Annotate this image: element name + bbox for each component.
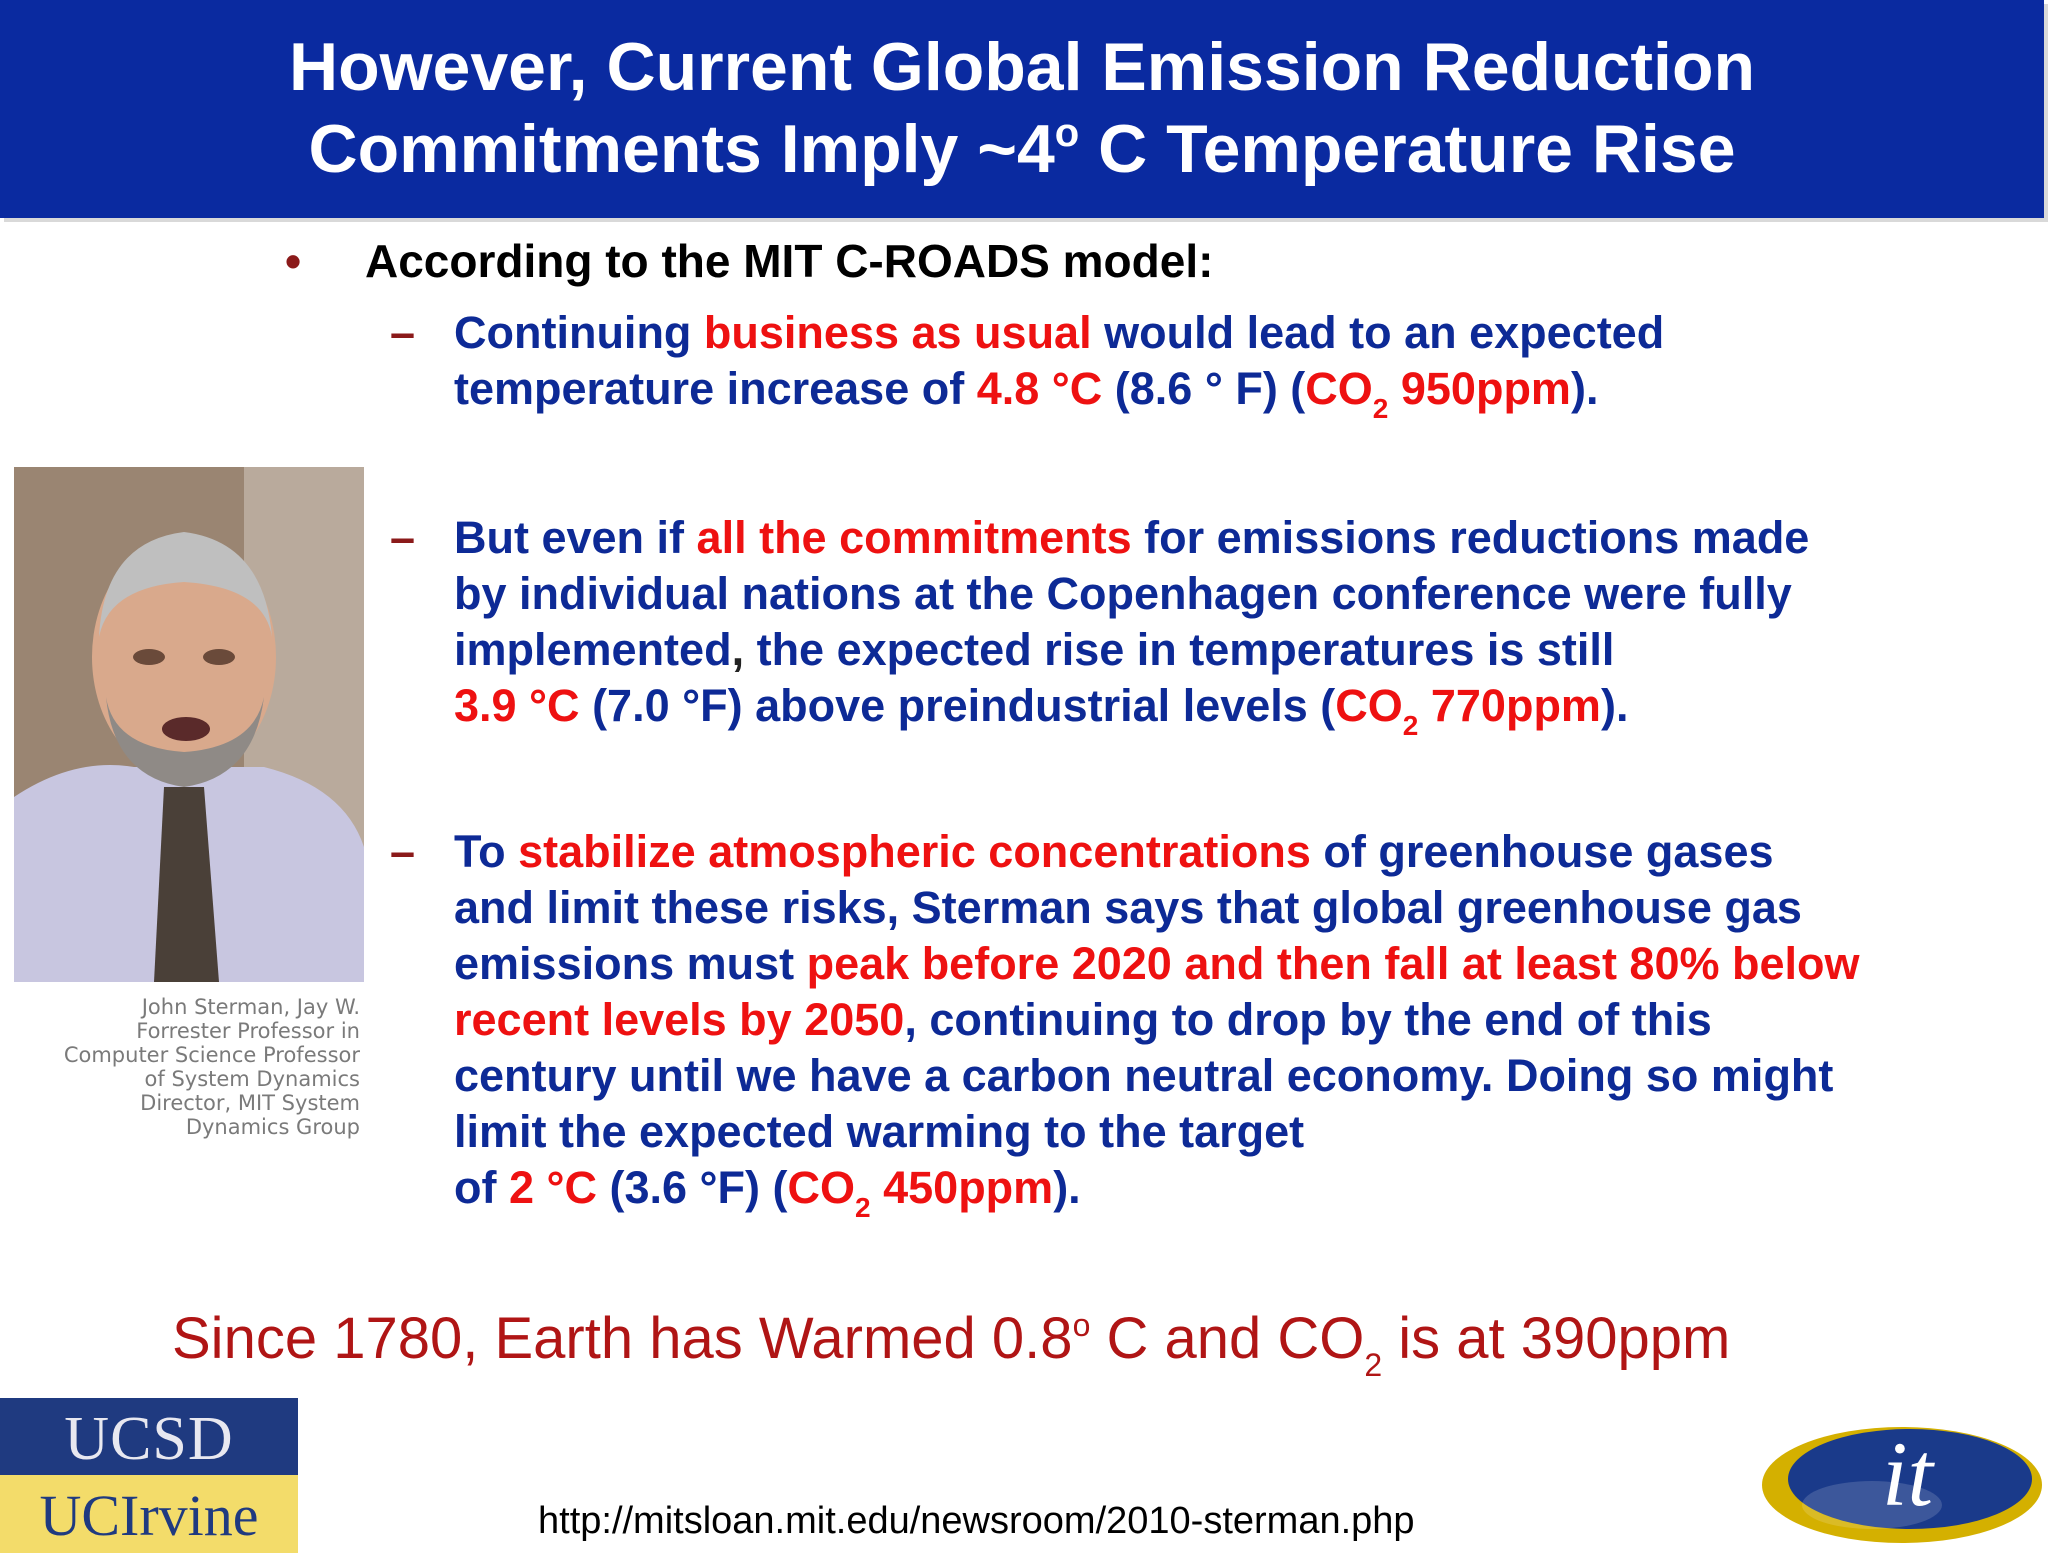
- text: is at 390ppm: [1382, 1306, 1731, 1371]
- text: , continuing to drop by the end of this: [904, 994, 1712, 1045]
- line: emissions must peak before 2020 and then…: [454, 936, 1860, 992]
- text: But even if: [454, 512, 697, 563]
- text: of greenhouse gases: [1310, 826, 1774, 877]
- sub-bullet-body: To stabilize atmospheric concentrations …: [454, 824, 1860, 1223]
- caption-line: Dynamics Group: [185, 1115, 360, 1139]
- text: temperature increase of: [454, 363, 977, 414]
- photo-caption: John Sterman, Jay W. Forrester Professor…: [14, 995, 360, 1139]
- highlight-text: stabilize atmospheric concentrations: [518, 826, 1311, 877]
- ucirvine-wordmark: UCIrvine: [39, 1483, 259, 1548]
- dash-marker: –: [390, 826, 416, 877]
- text: implemented: [454, 624, 732, 675]
- highlight-text: 4.8 °C: [976, 363, 1103, 414]
- dash-marker: –: [390, 307, 416, 358]
- title-text-a: Commitments Imply ~4: [308, 111, 1055, 187]
- highlight-text: 450ppm: [870, 1162, 1054, 1213]
- text: To: [454, 826, 519, 877]
- text: for emissions reductions made: [1131, 512, 1810, 563]
- line: by individual nations at the Copenhagen …: [454, 568, 1792, 619]
- line: implemented, the expected rise in temper…: [454, 622, 1809, 678]
- subscript: 2: [1372, 393, 1389, 424]
- text: would lead to an expected: [1091, 307, 1665, 358]
- main-bullet-text: According to the MIT C-ROADS model:: [365, 235, 1214, 287]
- portrait-illustration: [14, 467, 364, 982]
- line: temperature increase of 4.8 °C (8.6 ° F)…: [454, 361, 1664, 424]
- text: C and CO: [1090, 1306, 1365, 1371]
- highlight-text: business as usual: [703, 307, 1092, 358]
- dash-marker: –: [390, 512, 416, 563]
- sub-bullet-body: But even if all the commitments for emis…: [454, 510, 1809, 741]
- text: ,: [731, 624, 745, 675]
- caption-line: Forrester Professor in: [136, 1019, 360, 1043]
- highlight-text: peak before 2020 and then fall at least …: [806, 938, 1860, 989]
- it2-superscript: 2: [2010, 1414, 2029, 1456]
- source-url: http://mitsloan.mit.edu/newsroom/2010-st…: [538, 1500, 1415, 1542]
- summary-statement: Since 1780, Earth has Warmed 0.8o C and …: [172, 1305, 1731, 1383]
- line: limit the expected warming to the target: [454, 1106, 1305, 1157]
- highlight-text: CO: [1305, 363, 1373, 414]
- line: recent levels by 2050, continuing to dro…: [454, 992, 1860, 1048]
- highlight-text: CO: [1335, 680, 1403, 731]
- caption-line: Computer Science Professor: [63, 1043, 360, 1067]
- text: of: [454, 1162, 509, 1213]
- highlight-text: 770ppm: [1418, 680, 1601, 731]
- highlight-text: 950ppm: [1388, 363, 1571, 414]
- caption-line: Director, MIT System: [140, 1091, 360, 1115]
- logo-top-band: [0, 1398, 298, 1475]
- ucsd-wordmark: UCSD: [64, 1405, 234, 1473]
- logo-bottom-band: [0, 1475, 298, 1553]
- highlight-text: 3.9 °C: [454, 680, 580, 731]
- text: Since 1780, Earth has Warmed 0.8: [172, 1306, 1073, 1371]
- caption-line: of System Dynamics: [144, 1067, 360, 1091]
- line: and limit these risks, Sterman says that…: [454, 882, 1802, 933]
- text: (7.0 °F) above preindustrial levels (: [579, 680, 1336, 731]
- text: (3.6 °F) (: [597, 1162, 788, 1213]
- highlight-text: all the commitments: [696, 512, 1132, 563]
- highlight-text: CO: [787, 1162, 856, 1213]
- line: But even if all the commitments for emis…: [454, 510, 1809, 566]
- line: of 2 °C (3.6 °F) (CO2 450ppm).: [454, 1160, 1860, 1223]
- highlight-text: recent levels by 2050: [454, 994, 905, 1045]
- slide-title-banner: However, Current Global Emission Reducti…: [0, 0, 2044, 218]
- text: emissions must: [454, 938, 807, 989]
- caption-line: John Sterman, Jay W.: [141, 995, 360, 1019]
- slide-title-line-2: Commitments Imply ~4o C Temperature Rise: [0, 108, 2044, 200]
- it2-logo-graphic: it 2: [1762, 1414, 2042, 1543]
- it2-logo: it 2: [1752, 1395, 2048, 1553]
- subscript: 2: [1402, 710, 1419, 741]
- ucsd-ucirvine-logo: UCSD UCIrvine: [0, 1398, 298, 1553]
- subscript: 2: [855, 1192, 871, 1223]
- text: the expected rise in temperatures is sti…: [744, 624, 1615, 675]
- text: ).: [1600, 680, 1629, 731]
- text: ).: [1570, 363, 1599, 414]
- sub-bullet-body: Continuing business as usual would lead …: [454, 305, 1664, 424]
- text: Continuing: [454, 307, 704, 358]
- text: ).: [1053, 1162, 1081, 1213]
- line: Continuing business as usual would lead …: [454, 305, 1664, 361]
- line: 3.9 °C (7.0 °F) above preindustrial leve…: [454, 678, 1809, 741]
- subscript: 2: [1364, 1347, 1383, 1383]
- title-text-b: C Temperature Rise: [1079, 111, 1736, 187]
- line: To stabilize atmospheric concentrations …: [454, 824, 1860, 880]
- slide-title-line-1: However, Current Global Emission Reducti…: [288, 29, 1756, 105]
- highlight-text: 2 °C: [508, 1162, 598, 1213]
- degree-superscript: o: [1054, 111, 1080, 155]
- portrait-photo: [14, 467, 364, 982]
- degree-superscript: o: [1072, 1307, 1091, 1343]
- text: (8.6 ° F) (: [1102, 363, 1306, 414]
- bullet-marker: •: [285, 235, 302, 287]
- line: century until we have a carbon neutral e…: [454, 1050, 1834, 1101]
- it2-text: it: [1882, 1423, 1936, 1525]
